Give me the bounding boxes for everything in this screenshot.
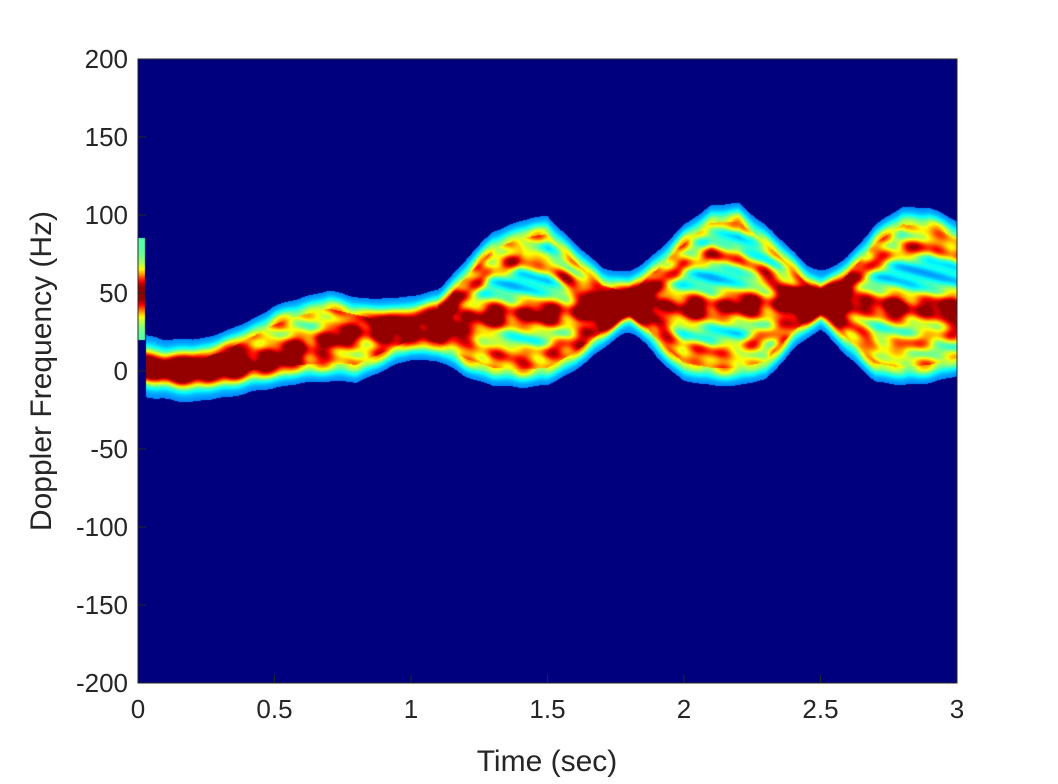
y-tick-label: 50 (99, 278, 128, 308)
x-tick-label: 2 (677, 694, 691, 724)
spectrogram-heatmap (138, 59, 957, 683)
y-tick-label: -150 (76, 590, 128, 620)
plot-area (138, 59, 957, 683)
y-tick-label: -50 (90, 434, 128, 464)
y-axis-ticks: 200 150 100 50 0 -50 -100 -150 -200 (76, 44, 146, 698)
y-tick-label: -200 (76, 668, 128, 698)
x-tick-label: 3 (950, 694, 964, 724)
y-axis-label: Doppler Frequency (Hz) (25, 211, 58, 531)
y-tick-label: 0 (114, 356, 128, 386)
x-tick-label: 2.5 (802, 694, 838, 724)
y-tick-label: 150 (85, 122, 128, 152)
x-tick-label: 1.5 (529, 694, 565, 724)
x-tick-label: 0.5 (256, 694, 292, 724)
x-axis-ticks: 0 0.5 1 1.5 2 2.5 3 (131, 675, 964, 724)
x-tick-label: 0 (131, 694, 145, 724)
y-tick-label: -100 (76, 512, 128, 542)
y-tick-label: 200 (85, 44, 128, 74)
y-tick-label: 100 (85, 200, 128, 230)
x-tick-label: 1 (404, 694, 418, 724)
x-axis-label: Time (sec) (477, 745, 618, 778)
